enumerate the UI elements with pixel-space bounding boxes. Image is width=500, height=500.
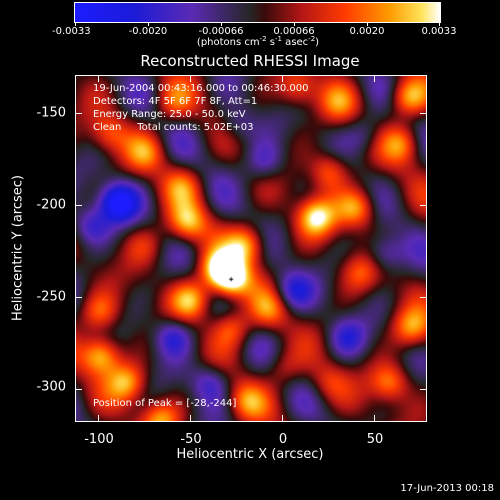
colorbar-tick-label: 0.0020 (349, 26, 385, 37)
x-tick-top (374, 75, 375, 82)
x-tick (374, 415, 375, 422)
x-tick (190, 415, 191, 422)
time-range-annotation: 19-Jun-2004 00:43:16.000 to 00:46:30.000 (93, 83, 309, 94)
y-tick-right (420, 297, 427, 298)
counts-annotation: Clean Total counts: 5.02E+03 (93, 122, 254, 133)
y-axis-label: Heliocentric Y (arcsec) (10, 175, 26, 321)
heatmap-image (75, 75, 427, 422)
x-axis-label: Heliocentric X (arcsec) (176, 447, 324, 462)
x-tick-label: -50 (180, 432, 202, 447)
x-tick-label: -100 (84, 432, 114, 447)
y-tick-right (420, 113, 427, 114)
y-tick-right (420, 389, 427, 390)
footer-timestamp: 17-Jun-2013 00:18 (400, 483, 494, 494)
unit-text: ) (315, 37, 320, 48)
unit-text: asec (282, 37, 309, 48)
y-tick-label: -150 (36, 105, 66, 121)
peak-position-annotation: Position of Peak = [-28,-244] (93, 398, 237, 409)
colorbar-tick-label: -0.0020 (128, 26, 168, 37)
colorbar-tick-label: -0.0033 (52, 26, 91, 37)
x-tick-top (190, 75, 191, 82)
y-tick-label: -300 (36, 379, 66, 395)
colorbar-tick (367, 22, 368, 26)
colorbar-tick (439, 22, 440, 26)
y-tick (75, 205, 82, 206)
x-tick (98, 415, 99, 422)
y-tick-label: -250 (36, 289, 66, 305)
colorbar-tick (221, 22, 222, 26)
unit-text: (photons cm (196, 37, 260, 48)
unit-exponent: -1 (275, 35, 283, 43)
colorbar-tick (294, 22, 295, 26)
colorbar (74, 2, 441, 23)
colorbar-tick (148, 22, 149, 26)
chart-title: Reconstructed RHESSI Image (140, 52, 360, 70)
x-tick (282, 415, 283, 422)
y-tick (75, 113, 82, 114)
unit-exponent: -2 (308, 35, 316, 43)
x-tick-label: 0 (278, 432, 288, 447)
plot-frame (75, 75, 427, 422)
energy-range-annotation: Energy Range: 25.0 - 50.0 keV (93, 109, 246, 120)
x-tick-label: 50 (366, 432, 384, 447)
y-tick (75, 297, 82, 298)
x-tick-top (98, 75, 99, 82)
colorbar-unit-label: (photons cm-2 s-1 asec-2) (196, 35, 320, 49)
y-tick (75, 389, 82, 390)
colorbar-tick (75, 22, 76, 26)
y-tick-right (420, 205, 427, 206)
y-tick-label: -200 (36, 197, 66, 213)
colorbar-tick-label: 0.0033 (421, 26, 457, 37)
unit-text: s (266, 37, 276, 48)
colorbar-tick-label: -0.00066 (198, 26, 244, 37)
detectors-annotation: Detectors: 4F 5F 6F 7F 8F, Att=1 (93, 96, 258, 107)
unit-exponent: -2 (259, 35, 267, 43)
x-tick-top (282, 75, 283, 82)
colorbar-tick-label: 0.00066 (273, 26, 315, 37)
